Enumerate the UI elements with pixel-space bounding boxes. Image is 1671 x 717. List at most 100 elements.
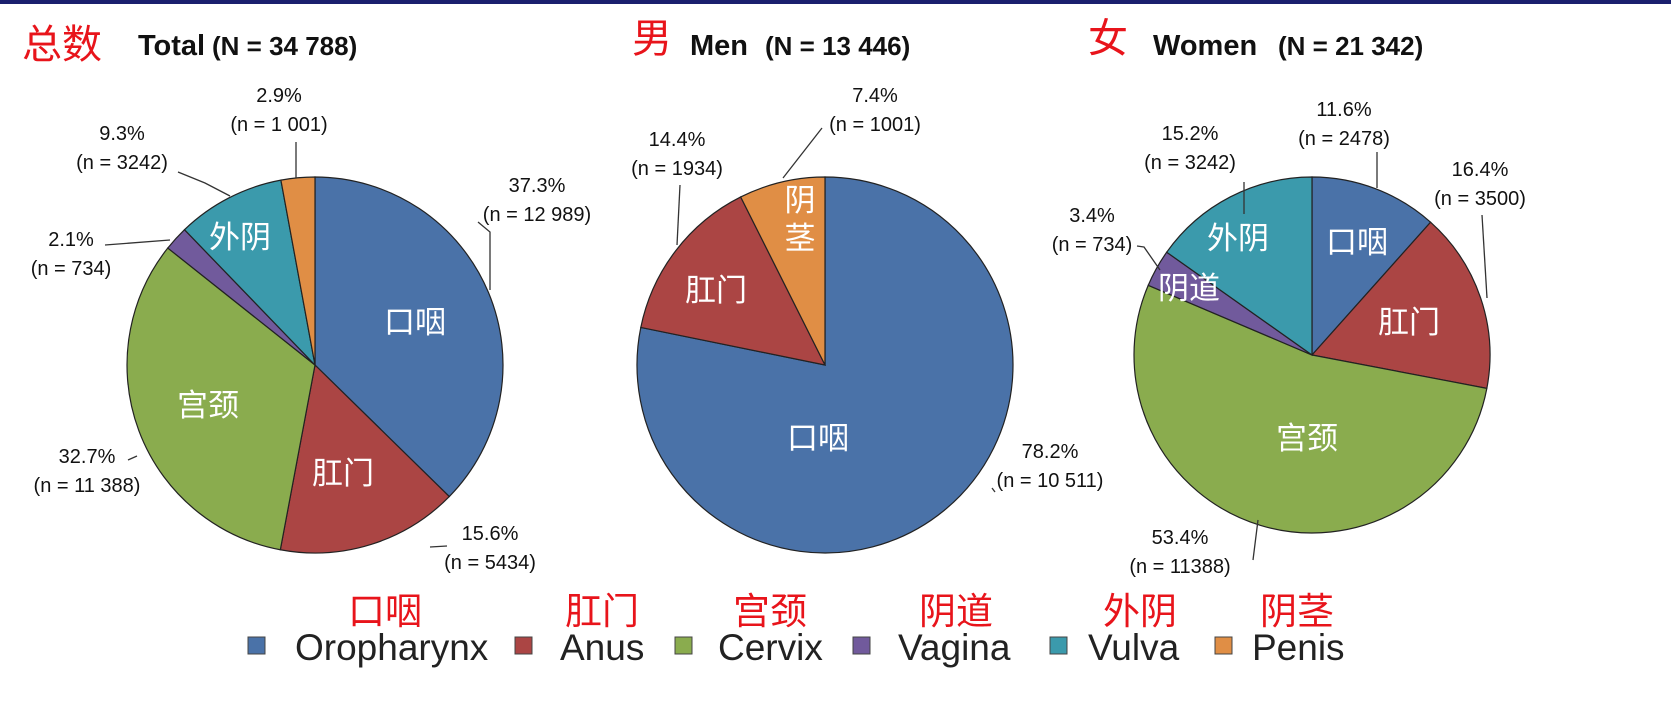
slice-cn-label: 阴道 bbox=[1158, 271, 1220, 307]
n-label: (n = 2478) bbox=[1298, 128, 1390, 150]
chart-title-en: Women bbox=[1153, 30, 1257, 62]
pie-slice-oropharynx bbox=[314, 176, 504, 498]
chart-title-total: 总数 Total (N = 34 788) bbox=[22, 22, 357, 68]
slice-cn-label: 外阴 bbox=[1207, 221, 1269, 257]
legend-cn-label: 外阴 bbox=[1103, 590, 1177, 633]
pie-chart-women: 11.6% (n = 2478) 16.4% (n = 3500) 53.4% (n = … bbox=[1052, 99, 1526, 578]
chart-title-n: (N = 13 446) bbox=[765, 31, 910, 61]
slice-cn-label: 肛门 bbox=[312, 456, 374, 492]
pie-slice-cervix bbox=[126, 247, 316, 551]
n-label: (n = 734) bbox=[1052, 234, 1133, 256]
chart-title-n: (N = 21 342) bbox=[1278, 31, 1423, 61]
pie-slice-vulva bbox=[1165, 176, 1313, 357]
pct-label: 53.4% bbox=[1152, 527, 1209, 549]
n-label: (n = 10 511) bbox=[997, 470, 1104, 492]
n-label: (n = 11 388) bbox=[34, 475, 141, 497]
chart-title-men: 男 Men (N = 13 446) bbox=[632, 16, 910, 62]
legend-cn-label: 阴道 bbox=[919, 590, 993, 633]
leader-line bbox=[177, 171, 231, 197]
pct-label: 37.3% bbox=[509, 175, 566, 197]
pct-label: 9.3% bbox=[99, 123, 145, 145]
n-label: (n = 734) bbox=[31, 258, 112, 280]
pie-chart-men: 78.2% (n = 10 511) 14.4% (n = 1934) 7.4% (n =… bbox=[631, 85, 1104, 554]
slice-cn-label: 宫颈 bbox=[1276, 421, 1338, 457]
leader-line bbox=[1136, 245, 1161, 271]
chart-title-cn: 女 bbox=[1088, 16, 1128, 62]
slice-cn-label: 阴 bbox=[785, 183, 816, 219]
slice-cn-label: 口咽 bbox=[787, 421, 849, 457]
chart-title-en: Men bbox=[690, 30, 748, 62]
pct-label: 32.7% bbox=[59, 446, 116, 468]
leader-line bbox=[429, 545, 448, 548]
legend-label: Penis bbox=[1252, 627, 1345, 668]
legend-swatch bbox=[1214, 636, 1233, 655]
pct-label: 11.6% bbox=[1316, 99, 1371, 121]
n-label: (n = 3242) bbox=[1144, 152, 1236, 174]
chart-title-n: (N = 34 788) bbox=[212, 31, 357, 61]
pie-chart-total: 37.3% (n = 12 989) 15.6% (n = 5434) 32.7% (n … bbox=[31, 85, 592, 574]
legend-swatch bbox=[514, 636, 533, 655]
pct-label: 14.4% bbox=[649, 129, 706, 151]
legend-label: Cervix bbox=[718, 627, 823, 668]
top-border-bar bbox=[0, 0, 1671, 4]
pct-label: 15.2% bbox=[1162, 123, 1219, 145]
pct-label: 2.1% bbox=[48, 229, 94, 251]
leader-line bbox=[477, 221, 491, 290]
slice-cn-label: 茎 bbox=[785, 221, 816, 257]
pie-slice-vulva bbox=[183, 179, 316, 367]
pct-label: 3.4% bbox=[1069, 205, 1115, 227]
n-label: (n = 11388) bbox=[1129, 556, 1230, 578]
slice-cn-label: 宫颈 bbox=[177, 388, 239, 424]
pie-slice-anus bbox=[279, 363, 451, 554]
pie-slice-anus bbox=[640, 196, 827, 366]
leader-line bbox=[1481, 214, 1488, 299]
n-label: (n = 3242) bbox=[76, 152, 168, 174]
legend-swatch bbox=[247, 636, 266, 655]
pct-label: 7.4% bbox=[852, 85, 898, 107]
chart-title-women: 女 Women (N = 21 342) bbox=[1088, 16, 1423, 62]
legend-swatch bbox=[852, 636, 871, 655]
pie-layer: 37.3% (n = 12 989) 15.6% (n = 5434) 32.7% (n … bbox=[31, 85, 1526, 578]
legend-swatch bbox=[1049, 636, 1068, 655]
pie-slice-penis bbox=[280, 176, 316, 366]
n-label: (n = 3500) bbox=[1434, 188, 1526, 210]
legend-label: Oropharynx bbox=[295, 627, 489, 668]
chart-title-cn: 男 bbox=[632, 16, 672, 62]
leader-line bbox=[991, 487, 996, 493]
leader-line bbox=[782, 127, 823, 179]
n-label: (n = 1 001) bbox=[230, 114, 327, 136]
n-label: (n = 5434) bbox=[444, 552, 536, 574]
slice-cn-label: 口咽 bbox=[384, 305, 446, 341]
pie-slice-cervix bbox=[1133, 284, 1488, 534]
slice-cn-label: 肛门 bbox=[1378, 305, 1440, 341]
pie-slice-oropharynx bbox=[1311, 176, 1432, 357]
slice-cn-label: 肛门 bbox=[685, 273, 747, 309]
legend-swatch bbox=[674, 636, 693, 655]
chart-title-cn: 总数 bbox=[22, 22, 102, 68]
pct-label: 16.4% bbox=[1452, 159, 1509, 181]
pct-label: 78.2% bbox=[1022, 441, 1079, 463]
pie-slice-anus bbox=[1310, 221, 1491, 390]
leader-line bbox=[127, 455, 138, 461]
leader-line bbox=[1252, 519, 1259, 561]
legend-cn-label: 口咽 bbox=[348, 590, 422, 633]
n-label: (n = 12 989) bbox=[483, 204, 591, 226]
n-label: (n = 1934) bbox=[631, 158, 723, 180]
legend-label: Vagina bbox=[898, 627, 1011, 668]
n-label: (n = 1001) bbox=[829, 114, 921, 136]
leader-line bbox=[676, 184, 681, 246]
slice-cn-label: 口咽 bbox=[1326, 225, 1388, 261]
legend-cn-label: 肛门 bbox=[565, 590, 639, 633]
leader-line bbox=[104, 239, 171, 246]
legend-label: Anus bbox=[560, 627, 644, 668]
chart-title-en: Total bbox=[138, 30, 205, 62]
pct-label: 15.6% bbox=[462, 523, 519, 545]
legend-cn-label: 阴茎 bbox=[1260, 590, 1334, 633]
